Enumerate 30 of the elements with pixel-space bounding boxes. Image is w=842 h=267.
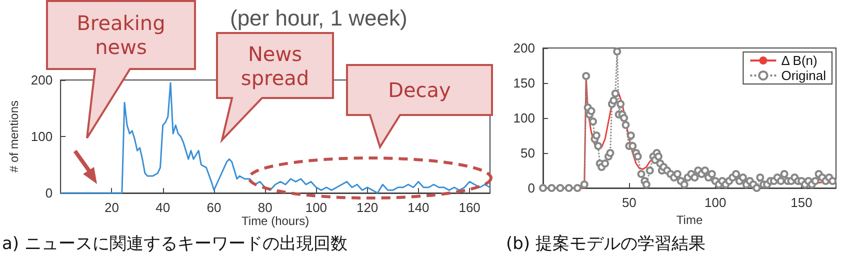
y-tick-label: 50	[520, 146, 535, 160]
x-axis-title: Time	[676, 212, 703, 227]
annotation: Decay	[387, 77, 452, 104]
y-tick-label: 150	[513, 76, 535, 90]
y-tick-label: 100	[30, 129, 53, 144]
x-tick-label: 20	[104, 200, 119, 215]
x-tick-label: 150	[790, 195, 812, 210]
x-tick-label: 140	[408, 200, 430, 215]
y-tick-label: 100	[513, 110, 535, 126]
y-tick-label: 200	[30, 72, 53, 88]
y-axis-title: # of mentions	[7, 100, 21, 173]
text: Breaking news	[76, 10, 166, 61]
y-tick-label: 0	[528, 180, 535, 196]
x-tick-label: 40	[156, 200, 170, 215]
y-tick-label: 200	[513, 40, 535, 56]
y-tick-label: 0	[45, 186, 53, 200]
x-tick-label: 80	[258, 200, 272, 215]
x-tick-label: 50	[622, 195, 636, 210]
legend-label: Original	[781, 68, 826, 83]
x-tick-label: 160	[458, 200, 480, 215]
x-tick-label: 60	[206, 200, 222, 215]
text: (b) 提案モデルの学習結果	[506, 233, 706, 255]
legend-label: Δ B(n)	[781, 53, 818, 68]
x-tick-label: 120	[356, 200, 378, 215]
chart-title: (per hour, 1 week)	[230, 6, 408, 30]
text: a) ニュースに関連するキーワードの出現回数	[2, 233, 348, 255]
annotation: News spread	[240, 40, 310, 92]
x-axis-title: Time (hours)	[242, 214, 310, 228]
x-tick-label: 100	[305, 200, 328, 215]
x-tick-label: 100	[704, 195, 726, 210]
